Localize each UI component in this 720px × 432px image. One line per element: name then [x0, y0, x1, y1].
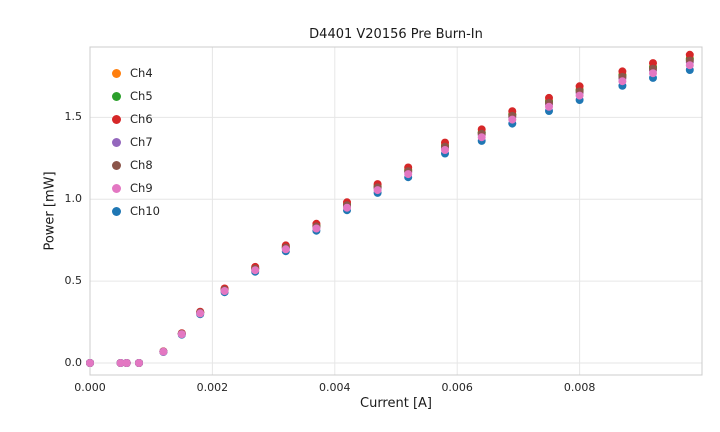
data-point-ch9: [251, 266, 260, 275]
legend-item-ch8: Ch8: [112, 154, 160, 177]
legend-label: Ch8: [130, 157, 153, 172]
x-axis-label: Current [A]: [360, 396, 432, 411]
legend-item-ch5: Ch5: [112, 85, 160, 108]
legend-item-ch9: Ch9: [112, 177, 160, 200]
legend-marker-icon: [112, 69, 121, 78]
x-tick-label: 0.008: [563, 381, 596, 394]
legend-label: Ch6: [130, 111, 153, 126]
data-point-ch9: [122, 359, 131, 367]
legend-label: Ch5: [130, 88, 153, 103]
data-point-ch9: [373, 186, 382, 195]
y-tick-label: 1.0: [64, 192, 83, 206]
data-point-ch9: [545, 102, 553, 111]
legend-label: Ch4: [130, 65, 153, 80]
legend-marker-icon: [112, 207, 121, 216]
legend: Ch4 Ch5 Ch6 Ch7 Ch8 Ch9 Ch10: [112, 62, 160, 223]
y-axis-label: Power [mW]: [42, 171, 58, 251]
data-point-ch9: [618, 77, 627, 86]
data-point-ch9: [312, 224, 321, 233]
legend-marker-icon: [112, 184, 121, 193]
data-point-ch9: [508, 115, 517, 124]
legend-label: Ch10: [130, 203, 160, 218]
data-point-ch9: [135, 359, 143, 367]
chart-title: D4401 V20156 Pre Burn-In: [309, 27, 483, 42]
y-tick-label: 0.0: [64, 356, 83, 370]
data-point-ch9: [196, 309, 205, 318]
plot-border: [89, 46, 703, 376]
data-point-ch9: [177, 330, 186, 339]
data-point-ch9: [477, 133, 486, 142]
data-point-ch9: [159, 347, 168, 356]
legend-marker-icon: [112, 115, 121, 124]
x-tick-label: 0.004: [319, 381, 351, 394]
legend-label: Ch9: [130, 180, 153, 195]
y-tick-label: 0.5: [64, 274, 83, 288]
data-point-ch9: [343, 203, 351, 212]
legend-label: Ch7: [130, 134, 153, 149]
y-tick-label: 1.5: [64, 110, 83, 124]
legend-item-ch10: Ch10: [112, 200, 160, 223]
x-tick-label: 0.000: [74, 381, 106, 394]
data-point-ch6: [685, 50, 694, 59]
legend-marker-icon: [112, 138, 121, 147]
data-point-ch6: [618, 67, 627, 76]
data-point-ch9: [685, 61, 694, 70]
data-point-ch9: [575, 91, 584, 100]
data-point-ch9: [649, 69, 657, 78]
legend-marker-icon: [112, 161, 121, 170]
legend-item-ch7: Ch7: [112, 131, 160, 154]
data-point-ch9: [220, 287, 229, 295]
data-point-ch6: [649, 59, 657, 68]
legend-item-ch4: Ch4: [112, 62, 160, 85]
x-tick-label: 0.002: [196, 381, 229, 394]
legend-item-ch6: Ch6: [112, 108, 160, 131]
x-tick-label: 0.006: [441, 381, 473, 394]
legend-marker-icon: [112, 92, 121, 101]
data-point-ch9: [404, 170, 413, 179]
data-point-ch9: [281, 245, 290, 254]
data-point-ch9: [441, 146, 449, 154]
data-point-ch9: [116, 359, 125, 367]
data-point-ch9: [86, 359, 94, 367]
